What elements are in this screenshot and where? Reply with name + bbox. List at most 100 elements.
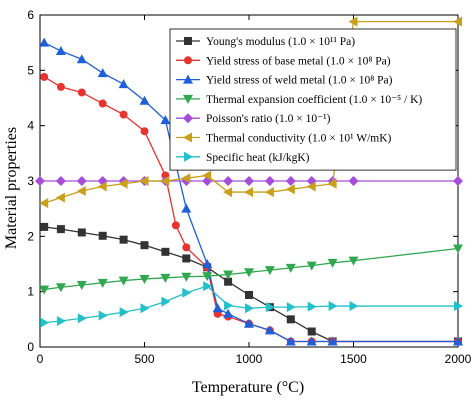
- data-point: [181, 272, 192, 282]
- data-point: [307, 327, 316, 336]
- data-point: [55, 192, 65, 203]
- data-point: [328, 301, 338, 312]
- data-point: [55, 283, 66, 293]
- data-point: [212, 303, 223, 313]
- data-point: [202, 259, 213, 268]
- x-tick-label: 2000: [445, 352, 472, 366]
- series-4: [39, 244, 463, 295]
- data-point: [139, 95, 150, 105]
- data-point: [76, 176, 87, 186]
- data-point: [223, 270, 234, 280]
- data-point: [160, 115, 171, 125]
- data-point: [245, 303, 254, 314]
- data-point: [56, 315, 66, 326]
- series-3: [39, 37, 463, 346]
- data-point: [161, 296, 171, 307]
- data-point: [202, 170, 212, 181]
- data-point: [118, 178, 128, 189]
- data-point: [98, 310, 108, 321]
- data-point: [181, 203, 192, 213]
- legend-label: Specific heat (kJ/kgK): [206, 152, 310, 164]
- data-point: [224, 300, 234, 311]
- legend-entry-2: Yield stress of base metal (1.0 × 10⁸ Pa…: [176, 55, 391, 67]
- data-point: [76, 54, 87, 64]
- series-7: [40, 281, 463, 328]
- data-point: [98, 99, 107, 108]
- data-point: [348, 16, 358, 27]
- data-point: [140, 127, 149, 136]
- x-tick-label: 1500: [340, 352, 367, 366]
- x-tick-label: 500: [134, 352, 154, 366]
- data-point: [224, 277, 233, 286]
- data-point: [454, 301, 463, 312]
- y-tick-label: 0: [27, 340, 34, 354]
- axes-layer: 0 500 1000 1500 2000 0 1 2 3 4 5 6: [27, 8, 471, 366]
- data-point: [285, 336, 296, 346]
- x-tick-label: 1000: [236, 352, 263, 366]
- data-point: [182, 243, 191, 252]
- y-tick-label: 2: [27, 229, 34, 243]
- data-point: [39, 37, 50, 47]
- data-point: [244, 187, 253, 198]
- data-point: [264, 325, 275, 335]
- data-point: [306, 181, 316, 192]
- y-tick-label: 1: [27, 285, 34, 299]
- legend-label: Poisson's ratio (1.0 × 10⁻¹): [206, 113, 331, 125]
- data-point: [453, 244, 463, 254]
- legend-marker: [184, 37, 192, 45]
- data-point: [202, 272, 213, 282]
- data-point: [306, 261, 317, 271]
- series-line: [44, 226, 458, 343]
- legend-marker: [184, 56, 192, 65]
- data-point: [171, 221, 180, 230]
- data-point: [97, 68, 108, 78]
- data-point: [203, 281, 213, 292]
- data-point: [181, 173, 191, 184]
- data-point: [349, 301, 359, 312]
- x-tick-label: 0: [37, 352, 44, 366]
- data-point: [119, 110, 128, 119]
- data-point: [244, 318, 254, 328]
- data-point: [56, 82, 65, 91]
- series-5: [35, 176, 463, 186]
- data-point: [40, 317, 50, 328]
- series-6: [39, 16, 462, 209]
- legend-label: Yield stress of base metal (1.0 × 10⁸ Pa…: [206, 55, 391, 67]
- data-point: [327, 258, 338, 268]
- data-point: [76, 281, 87, 291]
- data-point: [98, 231, 107, 240]
- y-axis-title: Material properties: [3, 127, 20, 249]
- data-point: [77, 88, 86, 97]
- y-tick-label: 6: [27, 8, 34, 22]
- data-point: [56, 225, 65, 234]
- data-point: [244, 268, 254, 278]
- data-point: [182, 254, 191, 263]
- legend-label: Young's modulus (1.0 × 10¹¹ Pa): [206, 36, 355, 48]
- series-layer: [35, 16, 463, 346]
- data-point: [264, 266, 275, 276]
- y-tick-label: 4: [27, 119, 34, 133]
- data-point: [244, 176, 254, 186]
- data-point: [77, 313, 87, 324]
- data-point: [306, 336, 317, 346]
- legend-entry-3: Yield stress of weld metal (1.0 × 10⁸ Pa…: [176, 74, 393, 87]
- data-point: [223, 187, 233, 198]
- legend-marker: [183, 132, 192, 143]
- data-point: [140, 303, 150, 314]
- data-point: [77, 228, 86, 237]
- legend-entry-4: Thermal expansion coefficient (1.0 × 10⁻…: [176, 94, 422, 106]
- legend-marker: [183, 113, 193, 124]
- legend-entry-6: Thermal conductivity (1.0 × 10¹ W/mK): [176, 132, 392, 145]
- x-axis-title: Temperature (°C): [192, 379, 304, 396]
- data-point: [55, 45, 66, 55]
- data-point: [161, 247, 170, 256]
- data-point: [285, 263, 296, 273]
- legend-box: [169, 28, 457, 171]
- data-point: [327, 178, 337, 189]
- data-point: [139, 176, 149, 186]
- data-point: [327, 336, 338, 346]
- data-point: [182, 287, 192, 298]
- data-point: [245, 290, 253, 299]
